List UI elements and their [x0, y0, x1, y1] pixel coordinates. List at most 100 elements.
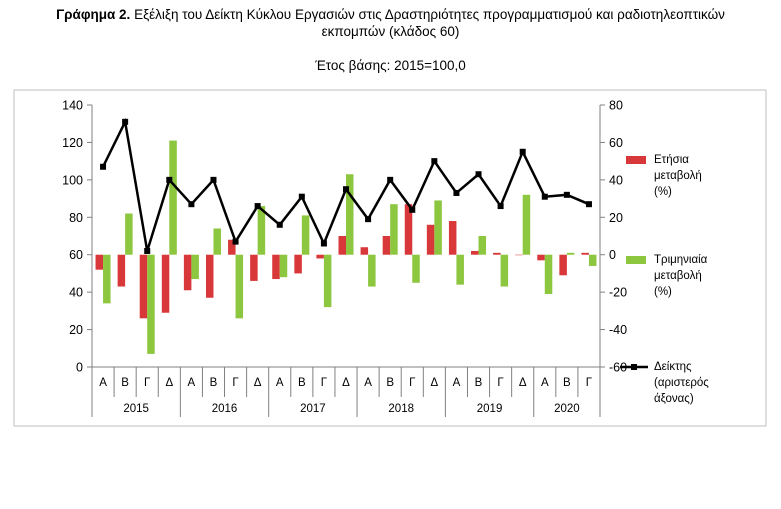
bar-quarterly-change: [368, 254, 376, 287]
quarter-label: Α: [276, 377, 284, 389]
year-label: 2019: [477, 403, 503, 415]
legend-label: (%): [654, 286, 672, 298]
bar-annual-change: [316, 254, 324, 259]
bar-annual-change: [205, 254, 214, 298]
bar-annual-change: [382, 236, 391, 255]
quarter-label: Β: [298, 377, 306, 389]
quarter-label: Δ: [519, 377, 527, 389]
left-tick-label: 60: [69, 248, 83, 262]
legend-swatch: [626, 156, 646, 164]
bar-quarterly-change: [191, 254, 199, 280]
bar-quarterly-change: [412, 254, 420, 283]
quarter-label: Γ: [586, 377, 593, 389]
index-point: [387, 176, 394, 183]
quarter-label: Γ: [144, 377, 151, 389]
chart-title: Γράφημα 2. Εξέλιξη του Δείκτη Κύκλου Εργ…: [0, 6, 781, 40]
left-tick-label: 20: [69, 323, 83, 337]
index-point: [519, 148, 526, 155]
quarter-label: Β: [563, 377, 571, 389]
quarter-label: Α: [453, 377, 461, 389]
legend-label: μεταβολή: [654, 270, 702, 282]
right-tick-label: 0: [609, 248, 616, 262]
quarter-label: Δ: [342, 377, 350, 389]
quarter-label: Β: [386, 377, 394, 389]
bar-quarterly-change: [323, 254, 332, 308]
index-point: [453, 189, 460, 196]
bar-quarterly-change: [235, 254, 244, 319]
index-point: [563, 191, 570, 198]
bar-quarterly-change: [522, 194, 531, 255]
legend-label: (αριστερός: [654, 377, 709, 389]
legend-swatch-marker: [631, 364, 637, 370]
index-point: [585, 201, 592, 208]
bar-annual-change: [471, 250, 479, 255]
bar-quarterly-change: [125, 213, 133, 255]
bar-annual-change: [448, 221, 457, 255]
bar-annual-change: [493, 252, 501, 255]
quarter-label: Β: [475, 377, 483, 389]
bar-quarterly-change: [478, 236, 487, 255]
index-point: [188, 201, 195, 208]
index-point: [276, 221, 283, 228]
bar-quarterly-change: [434, 200, 442, 255]
left-tick-label: 140: [62, 99, 83, 113]
year-label: 2015: [123, 403, 149, 415]
bar-quarterly-change: [390, 204, 398, 255]
quarter-label: Γ: [497, 377, 504, 389]
right-tick-label: 80: [609, 99, 623, 113]
index-point: [320, 240, 327, 247]
bar-annual-change: [139, 254, 148, 319]
left-tick-label: 120: [62, 136, 83, 150]
right-tick-label: 20: [609, 211, 623, 225]
index-point: [365, 216, 372, 223]
bar-quarterly-change: [257, 206, 266, 255]
bar-quarterly-change: [500, 254, 509, 287]
chart-frame: [13, 89, 767, 427]
left-tick-label: 0: [76, 361, 83, 375]
legend-label: άξονας): [654, 393, 694, 405]
bar-quarterly-change: [544, 254, 553, 295]
quarter-label: Δ: [431, 377, 439, 389]
left-tick-label: 80: [69, 211, 83, 225]
year-label: 2017: [300, 403, 326, 415]
index-point: [144, 247, 151, 254]
year-label: 2016: [212, 403, 238, 415]
index-point: [409, 206, 416, 213]
bar-quarterly-change: [147, 254, 155, 354]
index-point: [122, 118, 129, 125]
index-point: [431, 158, 438, 165]
legend-label: μεταβολή: [654, 170, 702, 182]
bar-annual-change: [161, 254, 170, 313]
index-point: [100, 163, 107, 170]
bar-quarterly-change: [279, 254, 288, 278]
bar-quarterly-change: [169, 140, 177, 255]
bar-quarterly-change: [566, 252, 575, 255]
bar-quarterly-change: [103, 254, 111, 304]
bar-annual-change: [581, 252, 589, 255]
chart-subtitle: Έτος βάσης: 2015=100,0: [315, 58, 466, 73]
index-point: [254, 203, 261, 210]
bar-annual-change: [95, 254, 104, 270]
bar-annual-change: [250, 254, 258, 281]
bar-annual-change: [426, 224, 435, 255]
bar-quarterly-change: [346, 174, 354, 255]
quarter-label: Γ: [409, 377, 416, 389]
legend-swatch: [626, 256, 646, 264]
quarter-label: Α: [188, 377, 196, 389]
index-point: [343, 186, 349, 193]
bar-annual-change: [117, 254, 126, 287]
left-tick-label: 100: [62, 173, 83, 187]
right-tick-label: 40: [609, 173, 623, 187]
index-point: [497, 203, 504, 210]
bar-annual-change: [294, 254, 302, 274]
bar-quarterly-change: [588, 254, 597, 266]
right-tick-label: -40: [609, 323, 627, 337]
legend-label: Ετήσια: [654, 154, 689, 166]
quarter-label: Δ: [165, 377, 173, 389]
chart-title-line1: Εξέλιξη του Δείκτη Κύκλου Εργασιών στις …: [134, 7, 725, 22]
quarter-label: Α: [541, 377, 549, 389]
bar-annual-change: [537, 254, 545, 261]
year-label: 2018: [388, 403, 414, 415]
index-point: [166, 176, 173, 183]
